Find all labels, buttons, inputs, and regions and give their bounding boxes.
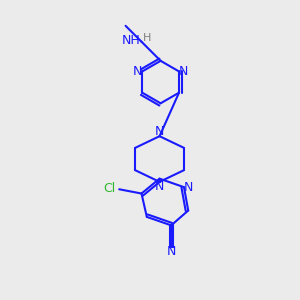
Text: N: N [179, 65, 188, 78]
Text: N: N [155, 125, 164, 138]
Text: N: N [133, 65, 142, 78]
Text: N: N [184, 181, 193, 194]
Text: H: H [143, 33, 152, 43]
Text: N: N [167, 245, 176, 258]
Text: N: N [155, 180, 164, 193]
Text: NH: NH [122, 34, 140, 46]
Text: Cl: Cl [103, 182, 116, 195]
